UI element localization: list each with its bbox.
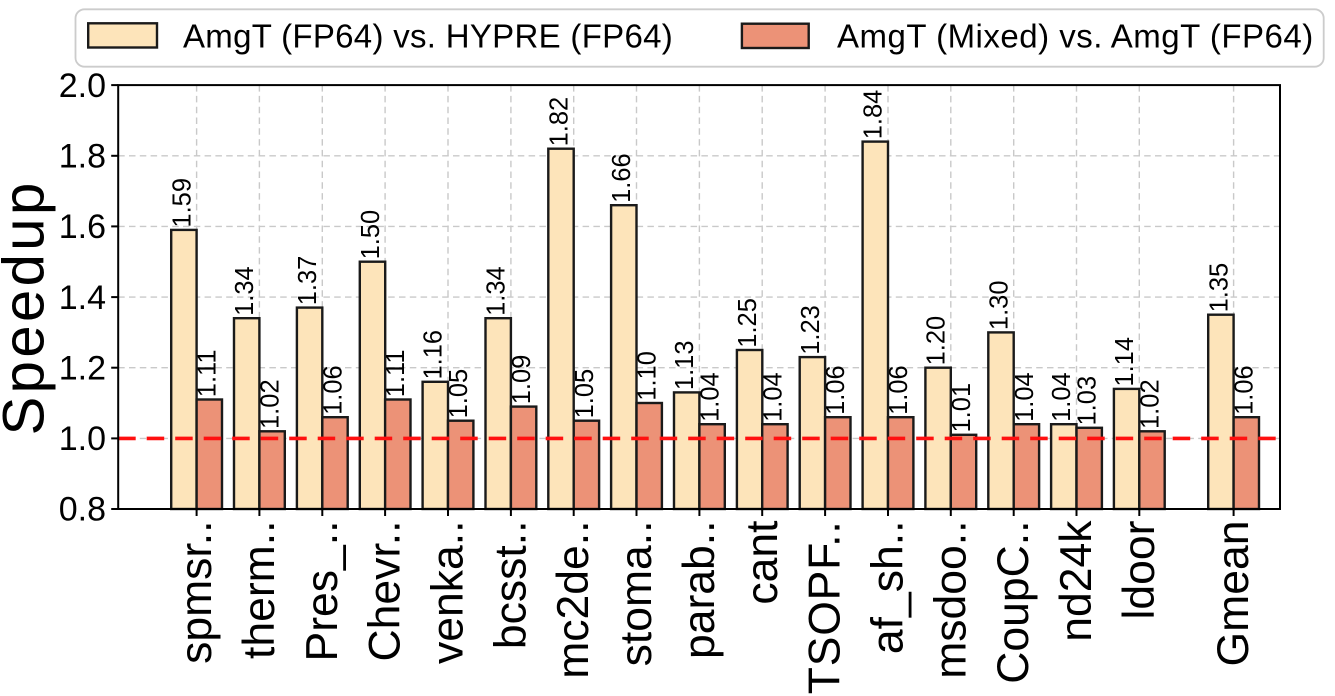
svg-text:1.11: 1.11 <box>382 349 410 397</box>
svg-text:1.8: 1.8 <box>59 137 106 175</box>
svg-text:spmsr..: spmsr.. <box>172 521 221 664</box>
svg-text:Chevr..: Chevr.. <box>361 521 410 662</box>
svg-text:cant: cant <box>738 520 787 605</box>
svg-text:1.25: 1.25 <box>734 298 762 348</box>
svg-text:1.01: 1.01 <box>948 383 976 433</box>
svg-text:msdoo..: msdoo.. <box>926 521 975 679</box>
svg-text:1.04: 1.04 <box>1048 372 1076 422</box>
svg-text:1.66: 1.66 <box>608 153 636 203</box>
svg-text:1.13: 1.13 <box>671 340 699 390</box>
svg-text:1.82: 1.82 <box>545 97 573 147</box>
svg-text:1.02: 1.02 <box>1137 379 1165 429</box>
svg-text:1.06: 1.06 <box>1231 365 1259 415</box>
svg-text:1.37: 1.37 <box>294 256 322 306</box>
svg-text:1.02: 1.02 <box>257 379 285 429</box>
svg-text:1.06: 1.06 <box>885 365 913 415</box>
svg-text:1.34: 1.34 <box>483 266 511 316</box>
svg-text:AmgT (FP64) vs. HYPRE (FP64): AmgT (FP64) vs. HYPRE (FP64) <box>183 18 673 55</box>
svg-text:1.50: 1.50 <box>357 210 385 260</box>
svg-text:1.06: 1.06 <box>822 365 850 415</box>
svg-text:1.84: 1.84 <box>860 90 888 140</box>
svg-text:1.06: 1.06 <box>319 365 347 415</box>
svg-text:Pres_..: Pres_.. <box>298 521 347 662</box>
svg-text:1.03: 1.03 <box>1074 376 1102 426</box>
svg-text:0.8: 0.8 <box>59 491 106 529</box>
svg-text:venka..: venka.. <box>424 521 473 664</box>
svg-text:1.30: 1.30 <box>985 280 1013 330</box>
svg-text:bcsst..: bcsst.. <box>486 521 535 650</box>
svg-text:1.04: 1.04 <box>1011 372 1039 422</box>
svg-text:Speedup: Speedup <box>0 179 57 435</box>
svg-text:CoupC..: CoupC.. <box>989 521 1038 684</box>
svg-text:mc2de..: mc2de.. <box>549 521 598 679</box>
svg-text:1.4: 1.4 <box>59 279 106 317</box>
svg-text:1.23: 1.23 <box>797 305 825 355</box>
svg-text:1.6: 1.6 <box>59 208 106 246</box>
svg-text:1.20: 1.20 <box>923 316 951 366</box>
svg-text:1.35: 1.35 <box>1205 263 1233 313</box>
svg-text:AmgT (Mixed) vs. AmgT (FP64): AmgT (Mixed) vs. AmgT (FP64) <box>837 18 1314 55</box>
svg-text:2.0: 2.0 <box>59 67 106 105</box>
svg-text:1.11: 1.11 <box>194 349 222 397</box>
svg-text:parab..: parab.. <box>675 521 724 660</box>
svg-text:1.05: 1.05 <box>571 369 599 419</box>
svg-text:stoma..: stoma.. <box>612 521 661 667</box>
svg-text:Gmean: Gmean <box>1209 521 1258 667</box>
svg-text:nd24k: nd24k <box>1052 520 1101 642</box>
svg-text:1.0: 1.0 <box>59 420 106 458</box>
svg-text:af_sh..: af_sh.. <box>864 521 913 655</box>
svg-text:1.34: 1.34 <box>231 266 259 316</box>
svg-text:1.09: 1.09 <box>508 355 536 405</box>
svg-text:TSOPF..: TSOPF.. <box>801 521 850 695</box>
svg-text:1.59: 1.59 <box>168 178 196 228</box>
svg-text:therm..: therm.. <box>235 521 284 659</box>
svg-text:1.04: 1.04 <box>697 372 725 422</box>
svg-text:1.05: 1.05 <box>445 369 473 419</box>
svg-text:1.16: 1.16 <box>420 330 448 380</box>
svg-text:ldoor: ldoor <box>1115 520 1164 619</box>
svg-text:1.10: 1.10 <box>634 351 662 401</box>
svg-text:1.2: 1.2 <box>59 349 106 387</box>
svg-text:1.04: 1.04 <box>759 372 787 422</box>
svg-text:1.14: 1.14 <box>1111 337 1139 387</box>
